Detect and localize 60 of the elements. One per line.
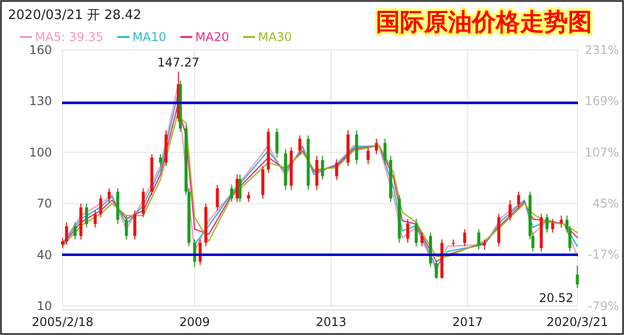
- candlestick: [508, 200, 512, 222]
- candlestick: [216, 184, 219, 211]
- candlestick: [384, 138, 387, 165]
- candlestick: [85, 203, 88, 228]
- candlestick: [335, 158, 338, 180]
- annotation: 147.27: [157, 56, 200, 70]
- x-tick-label: 2013: [316, 315, 346, 329]
- candlestick: [74, 222, 77, 240]
- legend-label: MA20: [195, 30, 230, 44]
- candlestick: [482, 238, 486, 250]
- candlestick: [94, 210, 97, 228]
- candlestick: [551, 218, 554, 234]
- candlestick: [133, 210, 136, 240]
- y2-tick-label: 169%: [584, 94, 619, 108]
- legend-label: MA30: [258, 30, 292, 44]
- candlestick: [99, 194, 102, 218]
- x-tick-label: 2005/2/18: [32, 315, 94, 329]
- candlestick: [124, 215, 128, 240]
- x-tick-label: 2020/3/21: [546, 315, 608, 329]
- chart-title: 国际原油价格走势图: [376, 8, 592, 36]
- candlestick: [406, 218, 410, 244]
- candlestick: [298, 134, 302, 155]
- candlestick: [576, 265, 579, 289]
- candlestick: [230, 184, 234, 202]
- candlestick: [366, 146, 370, 165]
- y2-tick-label: -79%: [588, 298, 619, 313]
- candlestick: [517, 191, 520, 210]
- candlestick: [65, 222, 68, 246]
- candlestick: [420, 232, 424, 247]
- legend-label: MA5: 39.35: [35, 30, 104, 44]
- candlestick: [142, 188, 145, 218]
- candlestick: [238, 174, 242, 202]
- text: 2020/03/21 开 28.42: [8, 8, 142, 23]
- candlestick: [321, 155, 324, 180]
- y2-tick-label: 45%: [592, 196, 619, 210]
- y2-tick-label: 231%: [584, 43, 619, 57]
- candlestick: [108, 188, 111, 202]
- annotation: 20.52: [538, 291, 574, 306]
- candlestick: [61, 237, 64, 248]
- candlestick: [236, 174, 239, 202]
- y-tick-label: 70: [36, 196, 52, 211]
- candlestick: [463, 228, 466, 247]
- y-tick-label: 130: [29, 94, 52, 108]
- candlestick: [275, 128, 278, 158]
- candlestick: [434, 259, 438, 280]
- legend-label: MA10: [132, 30, 166, 44]
- y2-tick-label: 107%: [584, 145, 619, 160]
- candlestick: [545, 213, 548, 234]
- y-tick-label: 100: [29, 145, 52, 160]
- y-tick-label: 10: [36, 299, 52, 313]
- y-tick-label: 160: [29, 43, 52, 57]
- x-tick-label: 2009: [179, 315, 210, 329]
- candlestick: [158, 154, 162, 167]
- candlestick: [247, 191, 250, 202]
- candlestick: [374, 138, 378, 155]
- y2-tick-label: -17%: [588, 248, 619, 262]
- candlestick: [477, 228, 480, 250]
- x-tick-label: 2017: [452, 315, 483, 329]
- y-tick-label: 40: [36, 248, 52, 262]
- candlestick: [414, 218, 418, 247]
